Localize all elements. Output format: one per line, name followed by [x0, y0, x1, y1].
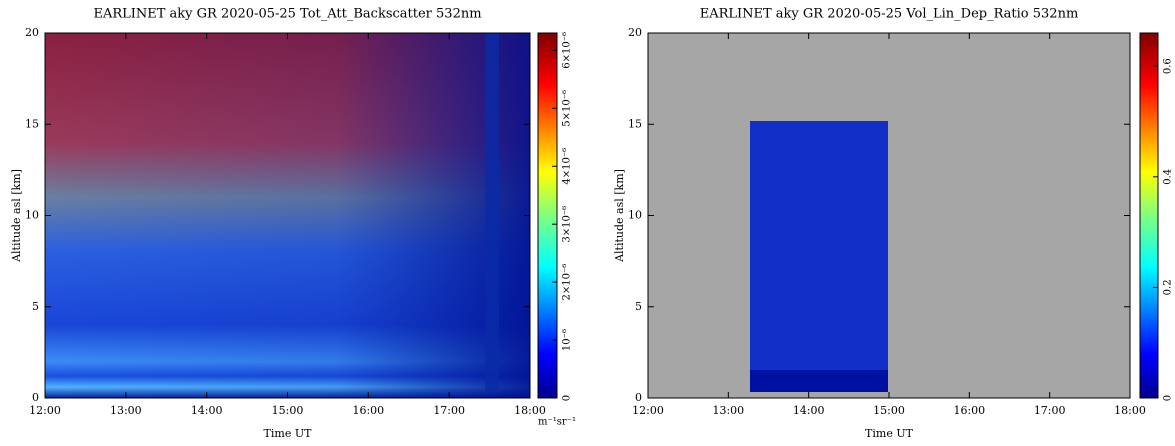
x-axis-label: Time UT: [865, 427, 914, 440]
x-tick-label: 17:00: [1034, 404, 1066, 417]
x-tick-label: 18:00: [514, 404, 546, 417]
heatmap-image: [45, 33, 530, 398]
y-axis-label: Altitude asl [km]: [10, 169, 23, 263]
x-tick-label: 15:00: [873, 404, 905, 417]
colorbar-tick-label: 5×10⁻⁶: [562, 90, 573, 127]
x-tick-label: 15:00: [272, 404, 304, 417]
x-tick-label: 18:00: [1114, 404, 1146, 417]
colorbar-tick-label: 0: [1163, 395, 1174, 401]
y-tick-label: 15: [25, 117, 39, 130]
x-tick-label: 13:00: [712, 404, 744, 417]
colorbar-tick-label: 0: [562, 395, 573, 401]
colorbar-unit-label: m⁻¹sr⁻¹: [538, 417, 576, 428]
y-tick-label: 5: [32, 300, 39, 313]
colorbar-tick-label: 10⁻⁶: [562, 329, 573, 351]
x-tick-label: 13:00: [110, 404, 142, 417]
colorbar-tick-label: 4×10⁻⁶: [562, 148, 573, 185]
y-tick-label: 5: [635, 300, 642, 313]
chart-title: EARLINET aky GR 2020-05-25 Tot_Att_Backs…: [93, 7, 481, 22]
y-tick-label: 15: [628, 117, 642, 130]
y-tick-label: 10: [25, 209, 39, 222]
chart-title: EARLINET aky GR 2020-05-25 Vol_Lin_Dep_R…: [700, 7, 1079, 22]
x-tick-label: 17:00: [433, 404, 465, 417]
colorbar-tick-label: 2×10⁻⁶: [562, 264, 573, 301]
y-tick-label: 0: [635, 391, 642, 404]
x-tick-label: 12:00: [29, 404, 61, 417]
y-tick-label: 20: [628, 26, 642, 39]
x-tick-label: 16:00: [352, 404, 384, 417]
x-tick-label: 14:00: [191, 404, 223, 417]
colorbar-tick-label: 0.4: [1163, 169, 1174, 185]
colorbar: [537, 32, 558, 399]
x-tick-label: 16:00: [953, 404, 985, 417]
y-tick-label: 10: [628, 209, 642, 222]
y-tick-label: 20: [25, 26, 39, 39]
colorbar-tick-label: 0.6: [1163, 58, 1174, 74]
y-tick-label: 0: [32, 391, 39, 404]
x-axis-label: Time UT: [264, 427, 313, 440]
colorbar-tick-label: 6×10⁻⁶: [562, 32, 573, 69]
y-axis-label: Altitude asl [km]: [613, 169, 626, 263]
heatmap-image: [648, 33, 1130, 398]
x-tick-label: 14:00: [793, 404, 825, 417]
colorbar-tick-label: 0.2: [1163, 279, 1174, 295]
x-tick-label: 12:00: [632, 404, 664, 417]
colorbar-tick-label: 3×10⁻⁶: [562, 206, 573, 243]
colorbar: [1139, 32, 1159, 399]
